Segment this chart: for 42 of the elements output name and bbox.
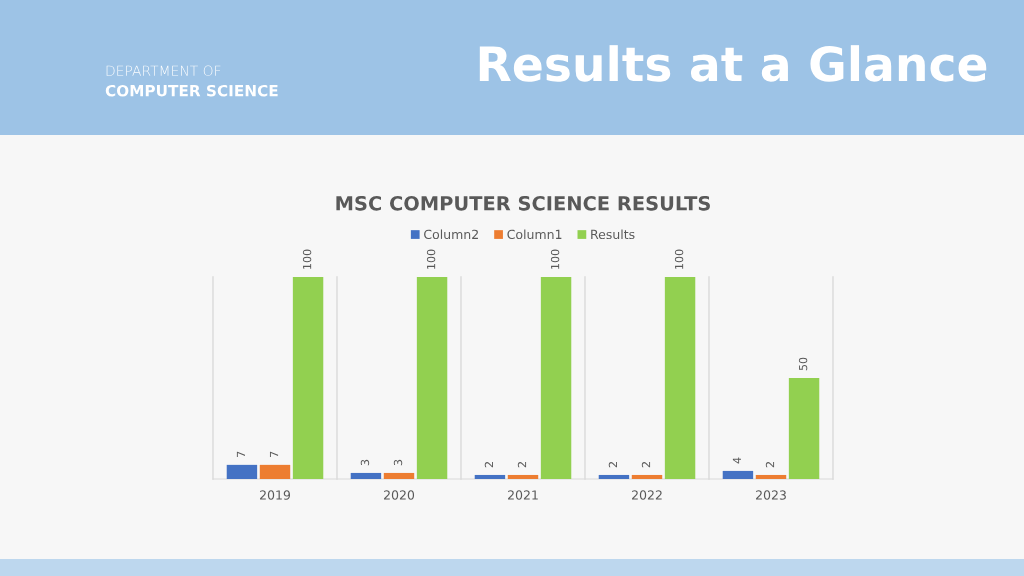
legend-label: Column2 [424, 229, 478, 240]
data-label: 7 [269, 451, 279, 457]
bar [292, 277, 324, 479]
data-label: 2 [484, 462, 493, 468]
chart-title: Results at a Glance [479, 45, 987, 82]
legend-label: Results [591, 229, 635, 240]
data-label: 3 [360, 459, 370, 466]
chart-subtitle: MSC COMPUTER SCIENCE RESULTS [336, 195, 710, 211]
x-tick-label: 2021 [508, 490, 538, 500]
x-tick-label: 2019 [260, 490, 291, 500]
bar [788, 378, 820, 479]
bar [259, 464, 291, 479]
data-label: 7 [236, 451, 245, 457]
bar [664, 277, 696, 479]
bar [540, 277, 572, 479]
data-label: 50 [798, 357, 808, 371]
data-label: 100 [550, 249, 560, 269]
bar [416, 277, 448, 479]
data-label: 2 [517, 462, 527, 468]
bar [631, 474, 663, 479]
bar [598, 474, 630, 479]
data-label: 3 [393, 459, 403, 466]
legend-label: Column1 [507, 229, 562, 240]
data-label: 100 [302, 249, 312, 269]
x-tick-label: 2023 [756, 490, 786, 500]
bar [474, 474, 506, 479]
text: COMPUTER SCIENCE [105, 84, 278, 97]
bar [383, 472, 415, 479]
bar [226, 464, 258, 479]
data-label: 2 [765, 462, 775, 468]
data-label: 4 [732, 457, 741, 464]
bar [350, 472, 382, 479]
bar [507, 474, 539, 479]
bar [755, 474, 787, 479]
text: DEPARTMENT OF [106, 65, 221, 77]
x-tick-label: 2022 [632, 490, 662, 500]
data-label: 2 [608, 462, 617, 468]
x-tick-label: 2020 [384, 490, 415, 500]
data-label: 2 [641, 462, 651, 468]
data-label: 100 [674, 249, 684, 269]
data-label: 100 [426, 249, 436, 269]
bar [722, 470, 754, 479]
